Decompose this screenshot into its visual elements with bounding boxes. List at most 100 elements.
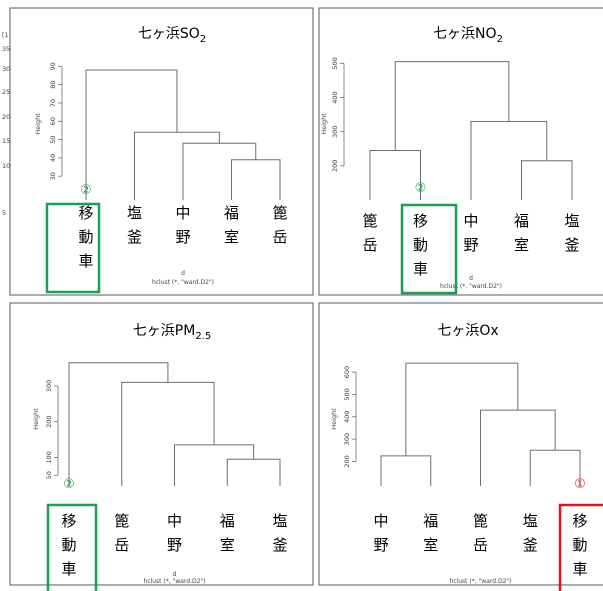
dendrogram-link bbox=[380, 455, 432, 486]
y-tick-label: 500 bbox=[331, 57, 339, 69]
y-axis-label: Height bbox=[34, 113, 42, 135]
x-axis-label-d: d bbox=[181, 270, 185, 277]
highlight-mark: ② bbox=[80, 183, 92, 198]
y-tick-label: 200 bbox=[331, 160, 339, 172]
dendrogram-link bbox=[405, 362, 519, 456]
fragment-tick-label: 5 bbox=[2, 209, 6, 217]
dendrogram-link bbox=[68, 362, 169, 486]
panel-title-main: 七ヶ浜Ox bbox=[437, 323, 498, 339]
leaf-label: 福室 bbox=[224, 204, 239, 246]
panel-title: 七ヶ浜NO2 bbox=[433, 26, 503, 45]
fragment-tick-label: [1 bbox=[2, 31, 9, 39]
leaf-label: 篦岳 bbox=[362, 212, 377, 254]
y-tick-label: 100 bbox=[45, 451, 53, 463]
dendrogram-link bbox=[134, 131, 220, 200]
y-tick-label: 400 bbox=[331, 91, 339, 103]
y-tick-label: 300 bbox=[331, 125, 339, 137]
x-axis-label-d: d bbox=[469, 275, 473, 282]
dendrogram-link bbox=[182, 142, 257, 200]
leaf-label: 塩釜 bbox=[272, 512, 287, 554]
y-tick-label: 30 bbox=[49, 172, 57, 180]
fragment-tick-label: 25 bbox=[2, 88, 10, 96]
x-axis-label-hclust: hclust (*, "ward.D2") bbox=[143, 578, 205, 585]
leaf-label: 移動車 bbox=[78, 204, 93, 270]
dendrogram-link bbox=[394, 61, 510, 151]
dendrogram-link bbox=[521, 160, 573, 200]
leaf-label: 中野 bbox=[167, 512, 182, 554]
dendrogram-link bbox=[174, 444, 255, 486]
fragment-tick-label: 10 bbox=[2, 162, 10, 170]
y-tick-label: 300 bbox=[45, 380, 53, 392]
y-tick-label: 80 bbox=[49, 80, 57, 88]
panel-title-main: 七ヶ浜PM bbox=[133, 323, 196, 339]
leaf-label: 移動車 bbox=[413, 212, 428, 278]
x-axis-label-hclust: hclust (*, "ward.D2") bbox=[449, 578, 511, 585]
leaf-label: 篦岳 bbox=[473, 512, 488, 554]
y-tick-label: 500 bbox=[343, 388, 351, 400]
panel-title-subscript: 2 bbox=[497, 34, 503, 45]
panel-title: 七ヶ浜SO2 bbox=[138, 26, 206, 45]
fragment-tick-label: 35 bbox=[2, 45, 10, 53]
leaf-label: 移動車 bbox=[61, 512, 76, 578]
dendrogram-link bbox=[231, 159, 281, 200]
panel-title: 七ヶ浜PM2.5 bbox=[133, 323, 211, 342]
y-tick-label: 200 bbox=[343, 455, 351, 467]
leaf-label: 福室 bbox=[220, 512, 235, 554]
y-tick-label: 90 bbox=[49, 62, 57, 70]
dendrogram-link bbox=[85, 69, 178, 200]
leaf-label: 中野 bbox=[463, 212, 478, 254]
x-axis-label-hclust: hclust (*, "ward.D2") bbox=[440, 283, 502, 290]
leaf-label: 塩釜 bbox=[564, 212, 579, 254]
x-axis-label-d: d bbox=[173, 571, 177, 578]
dendrogram-link bbox=[529, 449, 581, 486]
highlight-box bbox=[400, 203, 458, 295]
leaf-label: 福室 bbox=[423, 512, 438, 554]
y-axis-label: Height bbox=[320, 113, 328, 135]
y-tick-label: 50 bbox=[45, 471, 53, 479]
fragment-tick-label: 30 bbox=[2, 65, 10, 73]
highlight-mark: ① bbox=[574, 477, 586, 492]
panel-title-main: 七ヶ浜SO bbox=[138, 26, 200, 42]
panel-frame bbox=[9, 302, 314, 586]
panel-title-main: 七ヶ浜NO bbox=[433, 26, 497, 42]
y-tick-label: 200 bbox=[45, 415, 53, 427]
leaf-label: 塩釜 bbox=[523, 512, 538, 554]
panel-frame bbox=[318, 7, 603, 296]
highlight-box bbox=[46, 503, 98, 591]
y-tick-label: 50 bbox=[49, 135, 57, 143]
panel-frame bbox=[9, 7, 314, 296]
leaf-label: 福室 bbox=[514, 212, 529, 254]
panel-title-subscript: 2 bbox=[200, 34, 206, 45]
y-axis-label: Height bbox=[330, 408, 338, 430]
fragment-tick-label: 15 bbox=[2, 137, 10, 145]
panel-frame bbox=[318, 302, 603, 586]
y-tick-label: 300 bbox=[343, 433, 351, 445]
highlight-box bbox=[45, 202, 101, 294]
leaf-label: 篦岳 bbox=[114, 512, 129, 554]
x-axis-label-hclust: hclust (*, "ward.D2") bbox=[152, 279, 214, 286]
y-tick-label: 600 bbox=[343, 366, 351, 378]
leaf-label: 塩釜 bbox=[127, 204, 142, 246]
highlight-mark: ② bbox=[63, 477, 75, 492]
dendrogram-link bbox=[480, 409, 556, 486]
leaf-label: 移動車 bbox=[572, 512, 587, 578]
y-tick-label: 60 bbox=[49, 117, 57, 125]
dendrogram-link bbox=[121, 381, 215, 486]
fragment-tick-label: 20 bbox=[2, 113, 10, 121]
panels: 七ヶ浜SO230405060708090Height移動車塩釜中野福室篦岳dhc… bbox=[9, 7, 603, 591]
dendrogram-link bbox=[369, 149, 421, 200]
left-edge-fragment: [1 35 30 25 20 15 10 5 bbox=[2, 31, 10, 217]
highlight-mark: ② bbox=[415, 181, 427, 196]
leaf-label: 中野 bbox=[175, 204, 190, 246]
panel-title: 七ヶ浜Ox bbox=[437, 323, 498, 339]
y-axis-label: Height bbox=[32, 408, 40, 430]
leaf-label: 篦岳 bbox=[272, 204, 287, 246]
y-tick-label: 40 bbox=[49, 154, 57, 162]
dendrogram-link bbox=[226, 458, 281, 486]
leaf-label: 中野 bbox=[373, 512, 388, 554]
